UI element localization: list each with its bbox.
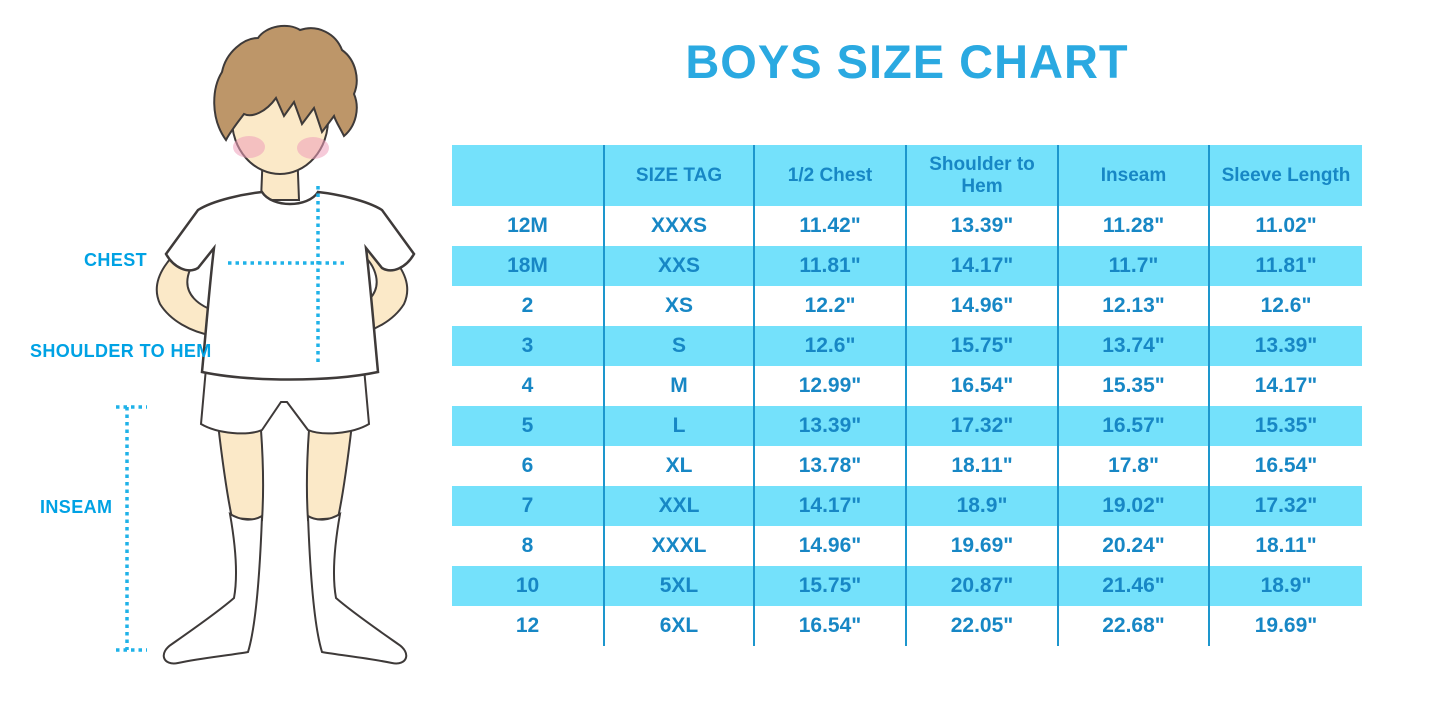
table-cell: XXS: [603, 246, 753, 286]
table-cell: 14.96": [905, 286, 1057, 326]
table-cell: 13.39": [1208, 326, 1362, 366]
page-title: BOYS SIZE CHART: [685, 35, 1129, 88]
table-cell: 11.81": [1208, 246, 1362, 286]
table-cell: 18.9": [905, 486, 1057, 526]
table-cell: L: [603, 406, 753, 446]
row-size-label: 5: [452, 406, 603, 446]
table-cell: 12.13": [1057, 286, 1208, 326]
table-cell: 15.75": [905, 326, 1057, 366]
inseam-dotted-line: [116, 405, 147, 652]
header-cell: Sleeve Length: [1208, 145, 1362, 206]
table-cell: 12.6": [1208, 286, 1362, 326]
row-size-label: 6: [452, 446, 603, 486]
table-cell: 5XL: [603, 566, 753, 606]
table-cell: 14.17": [905, 246, 1057, 286]
table-cell: 12.6": [753, 326, 905, 366]
right-cheek: [297, 137, 329, 159]
table-cell: 11.81": [753, 246, 905, 286]
table-cell: 16.54": [905, 366, 1057, 406]
table-cell: 11.28": [1057, 206, 1208, 246]
table-cell: 13.78": [753, 446, 905, 486]
row-size-label: 7: [452, 486, 603, 526]
table-cell: 11.02": [1208, 206, 1362, 246]
table-cell: XL: [603, 446, 753, 486]
table-cell: 20.87": [905, 566, 1057, 606]
table-cell: 13.39": [905, 206, 1057, 246]
row-size-label: 3: [452, 326, 603, 366]
left-leg-shape: [216, 422, 265, 522]
table-cell: 16.54": [1208, 446, 1362, 486]
left-sock-shape: [162, 512, 264, 665]
table-cell: 17.32": [905, 406, 1057, 446]
row-size-label: 8: [452, 526, 603, 566]
table-cell: 16.54": [753, 606, 905, 646]
shirt-shape: [164, 190, 416, 381]
table-cell: 12.2": [753, 286, 905, 326]
header-cell: Shoulder to Hem: [905, 145, 1057, 206]
hair-shape: [213, 24, 358, 142]
chest-label: CHEST: [84, 250, 148, 270]
left-cheek: [233, 136, 265, 158]
row-size-label: 18M: [452, 246, 603, 286]
table-cell: 21.46": [1057, 566, 1208, 606]
row-size-label: 12: [452, 606, 603, 646]
inseam-label: INSEAM: [40, 497, 113, 517]
table-cell: XXXS: [603, 206, 753, 246]
row-size-label: 2: [452, 286, 603, 326]
size-table: SIZE TAG 1/2 Chest Shoulder to Hem Inseam Sl…: [452, 145, 1362, 646]
table-cell: 6XL: [603, 606, 753, 646]
table-cell: 17.32": [1208, 486, 1362, 526]
header-cell: Inseam: [1057, 145, 1208, 206]
shoulder-to-hem-label: SHOULDER TO HEM: [30, 341, 212, 361]
table-cell: 15.35": [1057, 366, 1208, 406]
row-size-label: 12M: [452, 206, 603, 246]
table-cell: 12.99": [753, 366, 905, 406]
table-cell: 19.69": [1208, 606, 1362, 646]
table-cell: XXXL: [603, 526, 753, 566]
table-cell: 11.42": [753, 206, 905, 246]
table-cell: S: [603, 326, 753, 366]
table-cell: 17.8": [1057, 446, 1208, 486]
table-cell: 19.02": [1057, 486, 1208, 526]
table-cell: 18.11": [1208, 526, 1362, 566]
table-cell: 16.57": [1057, 406, 1208, 446]
table-cell: M: [603, 366, 753, 406]
table-cell: 22.68": [1057, 606, 1208, 646]
table-cell: XXL: [603, 486, 753, 526]
table-cell: 14.96": [753, 526, 905, 566]
table-cell: 13.74": [1057, 326, 1208, 366]
boy-illustration: [116, 24, 416, 665]
right-sock-shape: [306, 512, 408, 665]
row-size-label: 4: [452, 366, 603, 406]
table-cell: 18.11": [905, 446, 1057, 486]
table-cell: 14.17": [1208, 366, 1362, 406]
table-cell: 18.9": [1208, 566, 1362, 606]
row-size-label: 10: [452, 566, 603, 606]
table-cell: XS: [603, 286, 753, 326]
header-cell: SIZE TAG: [603, 145, 753, 206]
header-cell: 1/2 Chest: [753, 145, 905, 206]
table-cell: 22.05": [905, 606, 1057, 646]
header-cell-empty: [452, 145, 603, 206]
table-cell: 11.7": [1057, 246, 1208, 286]
table-cell: 15.75": [753, 566, 905, 606]
table-cell: 13.39": [753, 406, 905, 446]
table-cell: 15.35": [1208, 406, 1362, 446]
table-cell: 20.24": [1057, 526, 1208, 566]
right-leg-shape: [305, 422, 354, 522]
table-cell: 14.17": [753, 486, 905, 526]
table-cell: 19.69": [905, 526, 1057, 566]
